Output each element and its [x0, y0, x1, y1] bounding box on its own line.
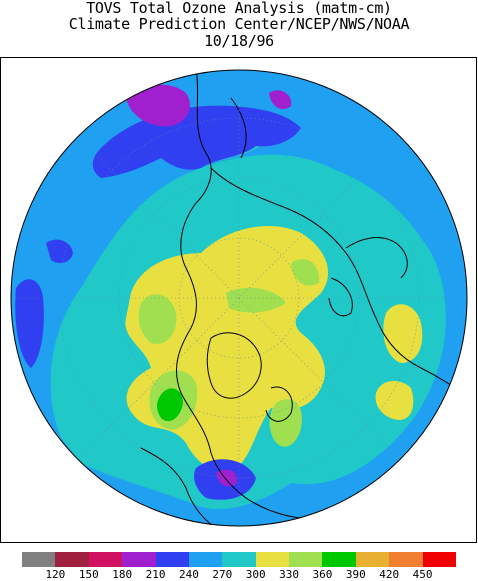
ozone-region-210-240: [11, 381, 26, 405]
legend-tick-label: 330: [279, 568, 299, 581]
map-frame: [0, 57, 477, 543]
legend-swatch: [255, 552, 290, 567]
legend-tick-label: 210: [145, 568, 166, 581]
ozone-region-210-240: [46, 239, 73, 264]
graticule: [11, 70, 467, 526]
legend-swatch: [322, 552, 357, 567]
ozone-region-180-210: [126, 84, 191, 127]
legend-swatch: [289, 552, 323, 567]
color-legend: [22, 552, 457, 568]
ozone-region-330-360: [269, 399, 302, 447]
ozone-region-330-360: [226, 287, 286, 313]
map-date: 10/18/96: [204, 32, 274, 50]
ozone-region-330-360: [291, 259, 320, 286]
map-title: TOVS Total Ozone Analysis (matm-cm): [86, 0, 392, 17]
legend-tick-label: 180: [112, 568, 133, 581]
ozone-region-270-300: [291, 184, 361, 215]
map-disc-outline: [10, 69, 468, 527]
ozone-region-300-330: [383, 304, 423, 363]
ozone-region-210-240: [15, 279, 44, 368]
polar-map: [10, 69, 468, 527]
ozone-region-300-330: [375, 381, 414, 420]
legend-swatch: [389, 552, 424, 567]
legend-swatch: [88, 552, 123, 567]
legend-tick-label: 240: [178, 568, 199, 581]
legend-tick-label: 450: [412, 568, 433, 581]
legend-swatch: [355, 552, 390, 567]
legend-swatch: [55, 552, 90, 567]
legend-swatch: [188, 552, 223, 567]
legend-swatch: [122, 552, 157, 567]
legend-tick-label: 270: [212, 568, 233, 581]
map-subtitle: Climate Prediction Center/NCEP/NWS/NOAA: [68, 15, 410, 33]
legend-swatch: [155, 552, 190, 567]
legend-swatch: [222, 552, 257, 567]
ozone-region-180-210: [269, 90, 292, 110]
legend-tick-label: 120: [45, 568, 66, 581]
coastlines: [140, 70, 467, 526]
ozone-region-360-390: [156, 388, 183, 422]
legend-tick-label: 420: [379, 568, 400, 581]
ozone-region-210-240: [92, 105, 301, 178]
legend-tick-label: 390: [345, 568, 366, 581]
legend-tick-label: 300: [245, 568, 266, 581]
legend-swatch: [22, 552, 56, 567]
legend-swatch: [422, 552, 457, 567]
ozone-region-330-360: [138, 294, 177, 344]
legend-tick-label: 150: [78, 568, 99, 581]
legend-tick-label: 360: [312, 568, 333, 581]
